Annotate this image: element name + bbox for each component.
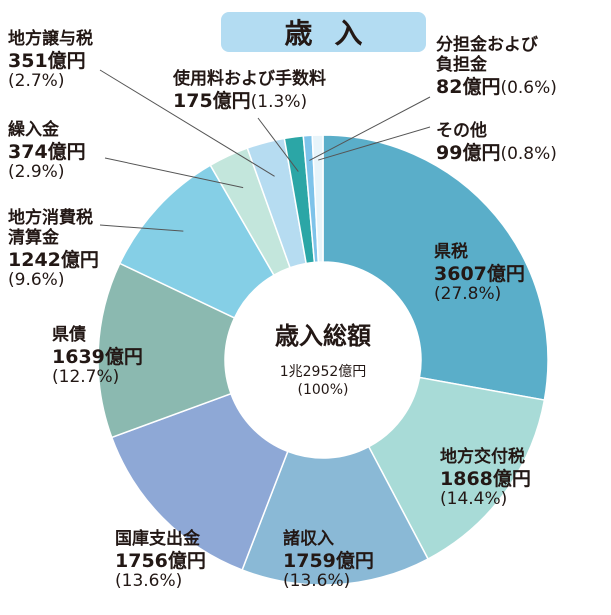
label-joyozei-amount: 351億円 bbox=[8, 49, 86, 72]
label-kofuzei-amount: 1868億円 bbox=[440, 467, 531, 490]
label-kensai-name: 県債 bbox=[52, 325, 86, 345]
label-shiyoryo: 使用料および手数料 175億円(1.3%) bbox=[173, 69, 326, 113]
chart-title: 歳入 bbox=[284, 17, 385, 50]
label-shohizei-name-2: 清算金 bbox=[8, 227, 59, 248]
label-kurinyu: 繰入金 374億円 (2.9%) bbox=[8, 120, 86, 183]
label-kensai-amount: 1639億円 bbox=[52, 345, 143, 368]
label-shoshunyu-name: 諸収入 bbox=[283, 529, 334, 549]
label-sonota: その他 99億円(0.8%) bbox=[436, 121, 557, 165]
label-kenzei-percent: (27.8%) bbox=[434, 284, 502, 305]
label-shoshunyu-amount: 1759億円 bbox=[283, 549, 374, 572]
label-kenzei-name: 県税 bbox=[434, 242, 468, 262]
label-shohizei: 地方消費税 清算金 1242億円 (9.6%) bbox=[8, 208, 99, 291]
label-joyozei: 地方譲与税 351億円 (2.7%) bbox=[8, 29, 93, 92]
label-kokko-percent: (13.6%) bbox=[115, 571, 183, 592]
leader-line-0 bbox=[99, 69, 275, 177]
label-kofuzei-percent: (14.4%) bbox=[440, 489, 508, 510]
label-kensai-percent: (12.7%) bbox=[52, 367, 120, 388]
label-kofuzei: 地方交付税 1868億円 (14.4%) bbox=[440, 447, 531, 510]
label-sonota-name: その他 bbox=[436, 121, 487, 141]
label-shohizei-amount: 1242億円 bbox=[8, 248, 99, 271]
label-shoshunyu-percent: (13.6%) bbox=[283, 571, 351, 592]
label-kurinyu-name: 繰入金 bbox=[8, 120, 59, 140]
center-title: 歳入総額 bbox=[275, 322, 371, 350]
label-kensai: 県債 1639億円 (12.7%) bbox=[52, 325, 143, 388]
leader-line-5 bbox=[318, 126, 431, 161]
center-total: 1兆2952億円 (100%) bbox=[240, 364, 406, 399]
label-kokko-name: 国庫支出金 bbox=[115, 529, 200, 549]
label-buntankin: 分担金および 負担金 82億円(0.6%) bbox=[436, 35, 557, 99]
label-shohizei-name-1: 地方消費税 bbox=[8, 208, 93, 228]
label-joyozei-name: 地方譲与税 bbox=[8, 29, 93, 49]
label-kenzei-amount: 3607億円 bbox=[434, 262, 525, 285]
donut-slices bbox=[97, 134, 549, 586]
label-shiyoryo-percent: (1.3%) bbox=[250, 91, 308, 112]
label-sonota-percent: (0.8%) bbox=[500, 143, 557, 164]
label-buntankin-percent: (0.6%) bbox=[500, 77, 557, 98]
leader-line-1 bbox=[104, 157, 244, 189]
label-kurinyu-percent: (2.9%) bbox=[8, 162, 65, 183]
label-kenzei: 県税 3607億円 (27.8%) bbox=[434, 242, 525, 305]
label-sonota-amount: 99億円 bbox=[436, 141, 501, 164]
label-kurinyu-amount: 374億円 bbox=[8, 140, 86, 163]
donut-hole bbox=[225, 262, 421, 458]
label-buntankin-amount: 82億円 bbox=[436, 75, 501, 98]
label-kofuzei-name: 地方交付税 bbox=[440, 447, 525, 467]
chart-title-box: 歳入 bbox=[221, 12, 426, 52]
center-total-percent: (100%) bbox=[297, 381, 349, 398]
label-shiyoryo-name: 使用料および手数料 bbox=[173, 69, 326, 89]
label-kokko-amount: 1756億円 bbox=[115, 549, 206, 572]
label-kokko: 国庫支出金 1756億円 (13.6%) bbox=[115, 529, 206, 592]
leader-line-4 bbox=[309, 96, 431, 161]
label-shoshunyu: 諸収入 1759億円 (13.6%) bbox=[283, 529, 374, 592]
label-shiyoryo-amount: 175億円 bbox=[173, 89, 251, 112]
leader-lines bbox=[99, 69, 431, 232]
center-total-amount: 1兆2952億円 bbox=[279, 364, 367, 380]
label-joyozei-percent: (2.7%) bbox=[8, 71, 65, 92]
label-shohizei-percent: (9.6%) bbox=[8, 269, 65, 290]
leader-line-2 bbox=[99, 224, 184, 232]
label-buntankin-name-2: 負担金 bbox=[436, 54, 487, 75]
leader-line-3 bbox=[257, 117, 299, 172]
label-buntankin-name-1: 分担金および bbox=[436, 35, 538, 55]
